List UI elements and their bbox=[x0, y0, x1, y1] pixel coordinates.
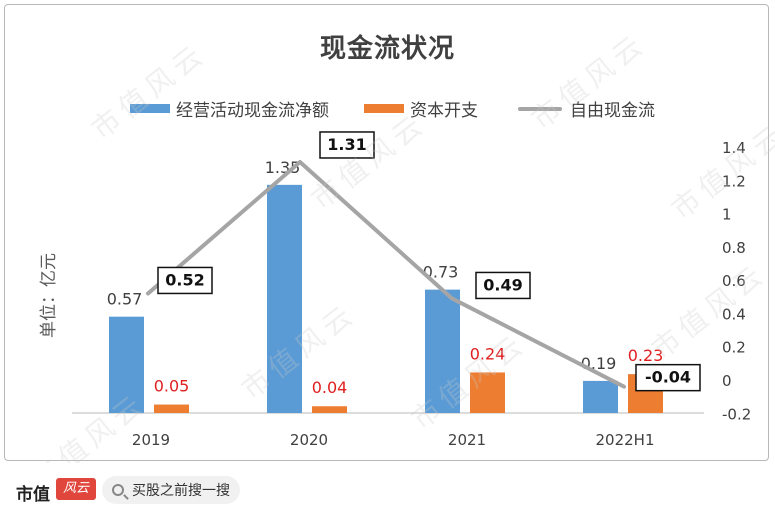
bar-operating-cash-flow bbox=[267, 184, 302, 413]
legend-label: 经营活动现金流净额 bbox=[176, 101, 329, 121]
data-label-box-free-cash-flow bbox=[475, 271, 531, 300]
y2-tick-label: 0.8 bbox=[722, 239, 746, 257]
line-free-cash-flow bbox=[146, 159, 626, 389]
y2-tick-label: -0.2 bbox=[722, 405, 751, 423]
data-label-free-cash-flow: 0.52 bbox=[165, 270, 204, 289]
data-label-capex: 0.23 bbox=[628, 346, 664, 365]
data-label-free-cash-flow: 1.31 bbox=[327, 135, 366, 154]
data-label-capex: 0.04 bbox=[312, 378, 348, 397]
brand-logo: 风云 bbox=[56, 478, 96, 500]
legend-swatch-orange bbox=[364, 104, 404, 113]
y2-tick-label: 1.2 bbox=[722, 172, 746, 190]
chart-title: 现金流状况 bbox=[319, 34, 455, 64]
legend-label: 自由现金流 bbox=[570, 101, 655, 121]
legend-swatch-gray-line bbox=[518, 106, 562, 111]
search-box[interactable]: 买股之前搜一搜 bbox=[102, 476, 240, 504]
bar-capex bbox=[312, 406, 347, 413]
y2-tick-label: 1.4 bbox=[722, 139, 746, 157]
search-text: 买股之前搜一搜 bbox=[132, 483, 230, 499]
y2-tick-label: 0.2 bbox=[722, 339, 746, 357]
data-label-box-free-cash-flow bbox=[157, 266, 213, 295]
chart-legend: 经营活动现金流净额 资本开支 自由现金流 bbox=[0, 96, 775, 121]
data-label-capex: 0.05 bbox=[154, 377, 190, 396]
bar-operating-cash-flow bbox=[425, 289, 460, 413]
y2-tick-label: 0 bbox=[722, 372, 732, 390]
search-icon bbox=[112, 484, 124, 496]
bar-operating-cash-flow bbox=[109, 316, 144, 413]
y2-tick-label: 0.6 bbox=[722, 272, 746, 290]
x-tick-label: 2021 bbox=[448, 431, 486, 449]
data-label-operating-cash-flow: 0.73 bbox=[423, 263, 459, 282]
chart-plot: 0.57 0.05 2019 1.35 0.04 2020 0.73 0.24 2021 0.19… bbox=[72, 131, 751, 449]
bar-capex bbox=[470, 372, 505, 413]
legend-item-operating-cash-flow: 经营活动现金流净额 bbox=[130, 96, 329, 121]
data-label-box-free-cash-flow bbox=[635, 363, 701, 392]
data-label-free-cash-flow: 0.49 bbox=[483, 275, 522, 294]
data-label-operating-cash-flow: 1.35 bbox=[265, 158, 301, 177]
data-label-operating-cash-flow: 0.19 bbox=[581, 354, 617, 373]
y2-tick-label: 0.4 bbox=[722, 305, 746, 323]
bar-capex bbox=[154, 404, 189, 413]
data-label-free-cash-flow: -0.04 bbox=[645, 368, 691, 387]
legend-swatch-blue bbox=[130, 104, 170, 113]
legend-label: 资本开支 bbox=[410, 101, 478, 121]
legend-item-free-cash-flow: 自由现金流 bbox=[518, 96, 655, 121]
data-label-operating-cash-flow: 0.57 bbox=[107, 290, 143, 309]
bar-operating-cash-flow bbox=[583, 380, 618, 413]
x-tick-label: 2022H1 bbox=[596, 431, 655, 449]
data-label-box-free-cash-flow bbox=[319, 131, 375, 159]
x-tick-label: 2020 bbox=[290, 431, 328, 449]
legend-item-capex: 资本开支 bbox=[364, 96, 478, 121]
footer-bar: 市值 风云 买股之前搜一搜 bbox=[0, 463, 775, 514]
data-label-capex: 0.24 bbox=[470, 344, 506, 363]
y2-tick-label: 1 bbox=[722, 206, 732, 224]
x-tick-label: 2019 bbox=[132, 431, 170, 449]
brand-name: 市值 bbox=[16, 485, 50, 505]
